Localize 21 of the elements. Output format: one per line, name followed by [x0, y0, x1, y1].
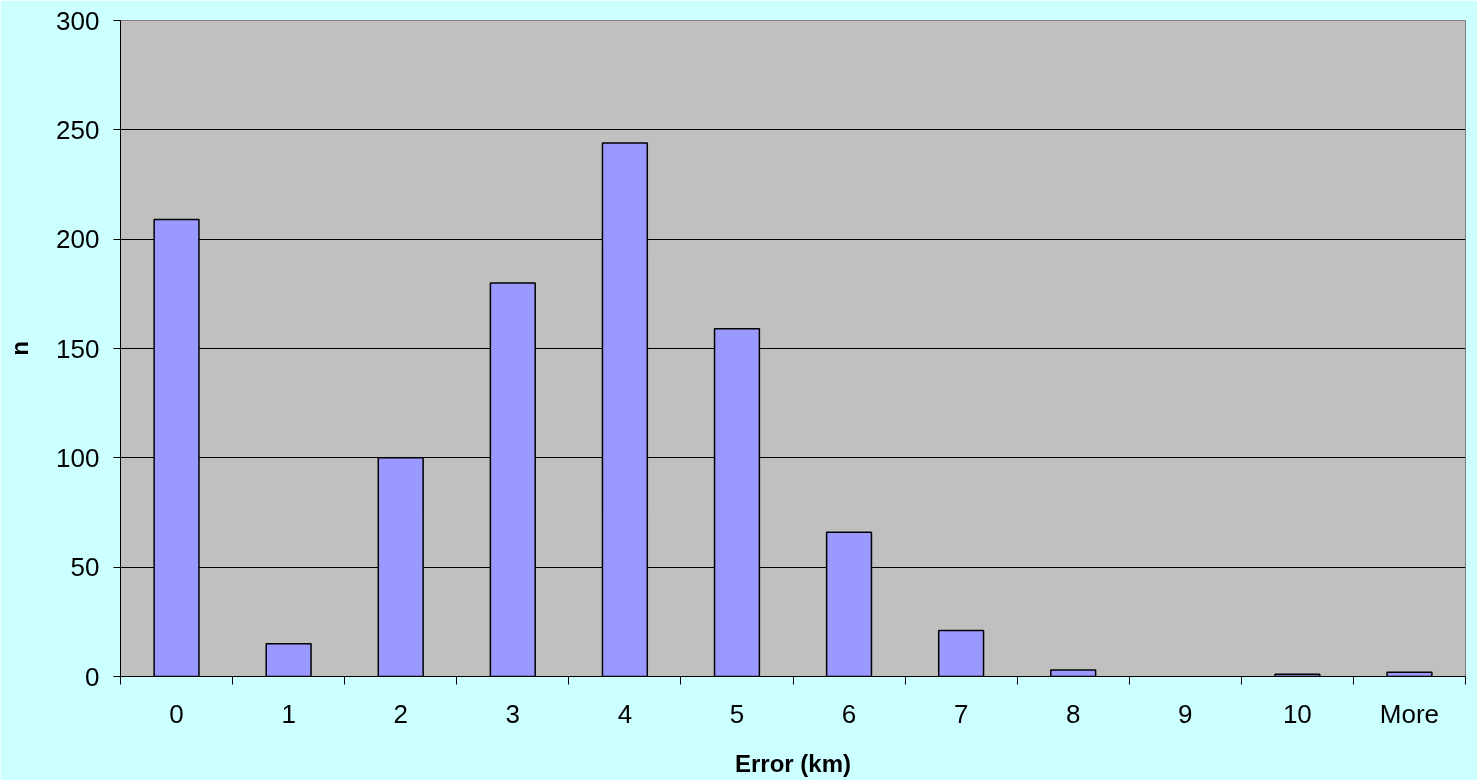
x-tick-label: 9 [1178, 698, 1193, 729]
x-tick-label: 8 [1065, 698, 1081, 729]
x-tick-label: 3 [505, 698, 521, 729]
x-axis-title: Error (km) [734, 749, 852, 777]
x-tick-label: 7 [953, 698, 969, 729]
x-tick-label: 5 [729, 698, 745, 729]
y-tick-label: 200 [56, 224, 100, 255]
y-tick-label: 50 [70, 552, 100, 583]
y-axis-title: n [6, 341, 34, 356]
x-tick-label: 0 [169, 698, 184, 729]
x-tick-label: 6 [841, 698, 857, 729]
x-tick-label: 2 [393, 698, 408, 729]
x-tick-label: More [1379, 698, 1440, 729]
y-tick-label: 150 [56, 333, 100, 364]
y-tick-label: 250 [56, 114, 100, 145]
y-tick-label: 300 [56, 5, 100, 36]
y-tick-label: 0 [85, 661, 100, 692]
y-tick-label: 100 [56, 442, 100, 473]
x-tick-label: 10 [1282, 698, 1312, 729]
x-tick-label: 4 [617, 698, 633, 729]
x-tick-label: 1 [281, 698, 296, 729]
